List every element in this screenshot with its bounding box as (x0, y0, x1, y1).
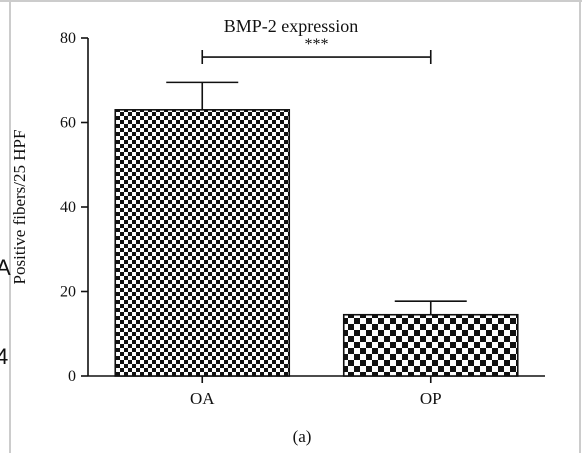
y-axis-label: Positive fibers/25 HPF (10, 130, 29, 285)
error-bars (166, 81, 467, 315)
x-tick-label: OP (420, 389, 442, 408)
y-tick-label: 60 (60, 115, 76, 132)
y-tick-label: 0 (68, 368, 76, 385)
y-ticks: 0 20 40 60 80 (60, 30, 88, 385)
chart-title: BMP-2 expression (224, 16, 359, 36)
page-edge-glyph-1: A (0, 255, 11, 280)
y-tick-label: 20 (60, 284, 76, 301)
x-ticks: OA OP (190, 376, 442, 408)
y-tick-label: 40 (60, 199, 76, 216)
page-edge-glyph-2: 4 (0, 344, 8, 369)
bar-oa (114, 109, 291, 377)
bar-op (342, 313, 519, 377)
significance-bracket: *** (201, 36, 432, 65)
significance-label: *** (305, 36, 329, 53)
panel-label: (a) (293, 427, 312, 446)
x-tick-label: OA (190, 389, 215, 408)
y-tick-label: 80 (60, 30, 76, 47)
bars (114, 109, 519, 377)
